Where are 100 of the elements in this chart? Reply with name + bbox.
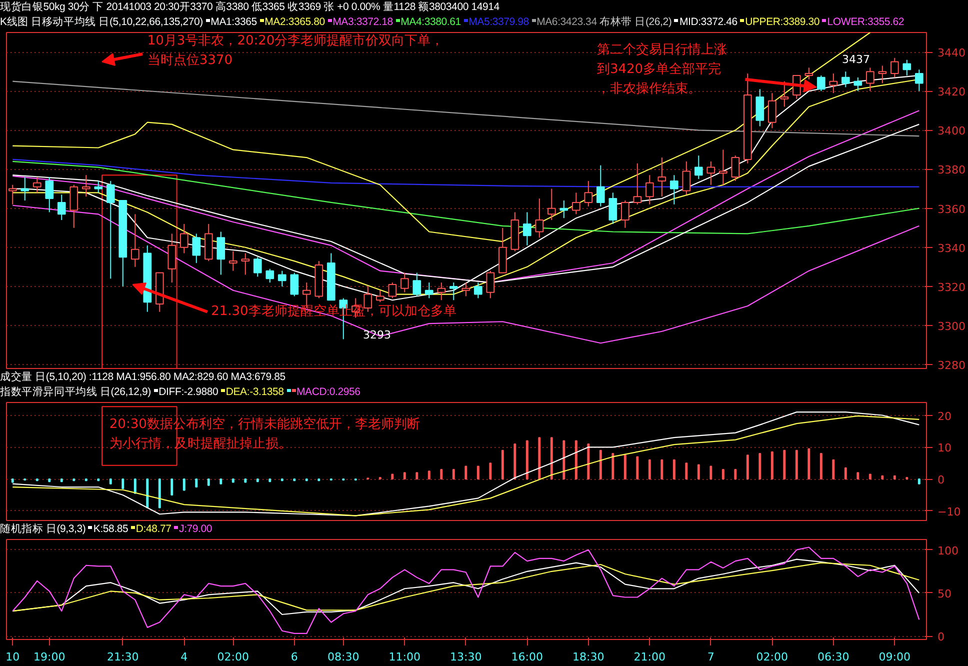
chart-subtitle: K线图 日移动平均线 日(5,10,22,66,135,270): [0, 16, 203, 28]
chart-title: 指数平滑异同平均线 日(26,12,9): [0, 386, 151, 398]
candlestick: [168, 233, 176, 284]
legend-label: MA3:3372.18: [332, 16, 393, 28]
candlestick: [572, 192, 580, 215]
y-tick-label: 0: [938, 630, 944, 644]
x-tick-label: 18:30: [572, 650, 604, 664]
x-tick-label: 09:00: [878, 650, 910, 664]
candlestick: [914, 69, 924, 92]
candlestick: [535, 198, 544, 238]
x-tick-label: 7: [707, 650, 714, 664]
chart-title: 现货白银50kg 30分 下 20141003 20:30开3370 高3380 低3365 收3369 张 +0 0.00% 量1128 额3803400 14914: [0, 1, 500, 13]
candlestick: [547, 188, 556, 221]
annotation: 10月3号非农，20:20分李老师提醒市价双向下单，当时点位3370: [147, 33, 444, 68]
annotation: 第二个交易日行情上涨到3420多单全部平完，非农操作结束。: [596, 41, 727, 96]
line-series: [12, 158, 920, 188]
candlestick: [70, 184, 78, 228]
candlestick: [278, 270, 286, 287]
candlestick: [82, 174, 90, 198]
y-tick-label: 100: [938, 544, 958, 558]
legend-label: LOWER:3355.62: [827, 16, 904, 28]
y-tick-label: 3340: [938, 242, 966, 255]
x-tick-label: 19:00: [34, 650, 66, 664]
candlestick: [670, 174, 678, 205]
candlestick: [106, 180, 115, 280]
line-series: [12, 204, 920, 344]
candlestick: [718, 149, 728, 186]
legend-label: MA4:3380.61: [400, 16, 461, 28]
legend-label: UPPER:3389.30: [745, 16, 820, 28]
x-tick-label: 4: [180, 650, 188, 664]
x-tick-label: 13:30: [450, 650, 482, 664]
candlestick: [829, 73, 838, 94]
candlestick: [364, 286, 372, 312]
candlestick: [706, 160, 716, 186]
candlestick: [854, 76, 862, 92]
candlestick: [902, 59, 912, 76]
candlestick: [658, 157, 666, 198]
x-tick-label: 21:30: [107, 650, 139, 664]
candlestick: [890, 57, 899, 78]
candlestick: [804, 67, 814, 80]
candlestick: [682, 160, 691, 196]
y-tick-label: 3320: [938, 280, 966, 294]
candlestick: [228, 250, 238, 272]
candlestick: [633, 162, 642, 205]
x-tick-label: 11:00: [388, 650, 420, 664]
candlestick: [816, 74, 826, 92]
candlestick: [253, 256, 262, 278]
candlestick: [130, 214, 140, 268]
chart-title: 随机指标 日(9,3,3): [0, 523, 86, 535]
candlestick: [57, 194, 66, 221]
text: 布林带 日(26,2): [600, 16, 672, 28]
candlestick: [216, 231, 226, 276]
candlestick: [437, 282, 446, 301]
candlestick: [290, 272, 299, 297]
candlestick: [400, 272, 409, 293]
y-tick-label: 3300: [938, 320, 966, 334]
candlestick: [608, 192, 618, 224]
candlestick: [241, 252, 250, 276]
candlestick: [449, 282, 458, 301]
candlestick: [780, 80, 789, 108]
y-tick-label: −10: [938, 505, 961, 518]
y-tick-label: 20: [938, 410, 952, 423]
legend-label: DEA:-3.1358: [226, 386, 284, 398]
x-tick-label: 16:00: [511, 650, 543, 664]
candlestick: [412, 272, 422, 297]
candlestick: [522, 212, 532, 246]
y-tick-label: 3360: [938, 202, 966, 216]
candlestick: [756, 88, 764, 127]
legend-label: D:48.77: [136, 523, 172, 535]
x-tick-label: 02:00: [756, 650, 788, 664]
x-tick-label: 6: [290, 650, 298, 664]
x-tick-label: 02:00: [217, 650, 249, 664]
candlestick: [45, 176, 54, 213]
candlestick: [584, 180, 593, 207]
candlestick: [192, 233, 201, 264]
line-series: [12, 80, 920, 137]
legend-label: MA6:3423.34: [536, 16, 597, 28]
candlestick: [841, 71, 850, 88]
candlestick: [645, 174, 654, 205]
legend-label: DIFF:-2.9880: [158, 386, 218, 398]
candlestick: [878, 65, 887, 84]
legend-label: MA5:3379.98: [468, 16, 529, 28]
y-tick-label: 10: [938, 442, 952, 455]
y-tick-label: 50: [938, 587, 952, 600]
candlestick: [462, 282, 470, 297]
candlestick: [486, 270, 495, 299]
x-tick-label: 08:30: [328, 650, 360, 664]
legend-label: MA2:3365.80: [264, 16, 325, 28]
legend-label: MID:3372.46: [679, 16, 738, 28]
y-tick-label: 3380: [938, 164, 966, 177]
annotation: 3437: [842, 52, 870, 66]
candlestick: [388, 282, 397, 299]
y-tick-label: 3400: [938, 124, 966, 138]
line-series: [12, 32, 871, 242]
y-tick-label: 3440: [938, 46, 966, 60]
text: 成交量 日(5,10,20) :1128 MA1:956.80 MA2:829.60 MA3:679.85: [0, 371, 286, 383]
y-tick-label: 3280: [938, 359, 966, 372]
candlestick: [94, 180, 103, 194]
legend-label: MA1:3365: [210, 16, 257, 28]
candlestick: [376, 290, 384, 303]
